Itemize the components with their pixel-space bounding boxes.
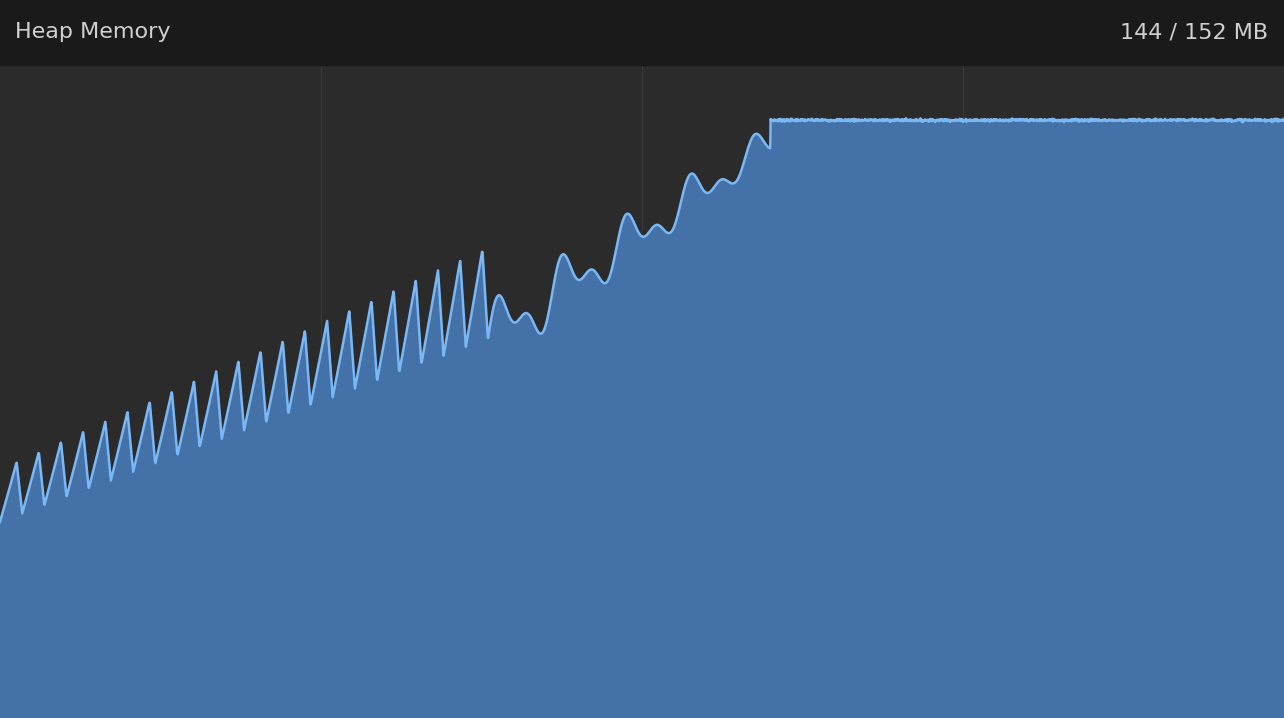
Text: 144 / 152 MB: 144 / 152 MB — [1121, 22, 1269, 42]
Text: Heap Memory: Heap Memory — [15, 22, 171, 42]
